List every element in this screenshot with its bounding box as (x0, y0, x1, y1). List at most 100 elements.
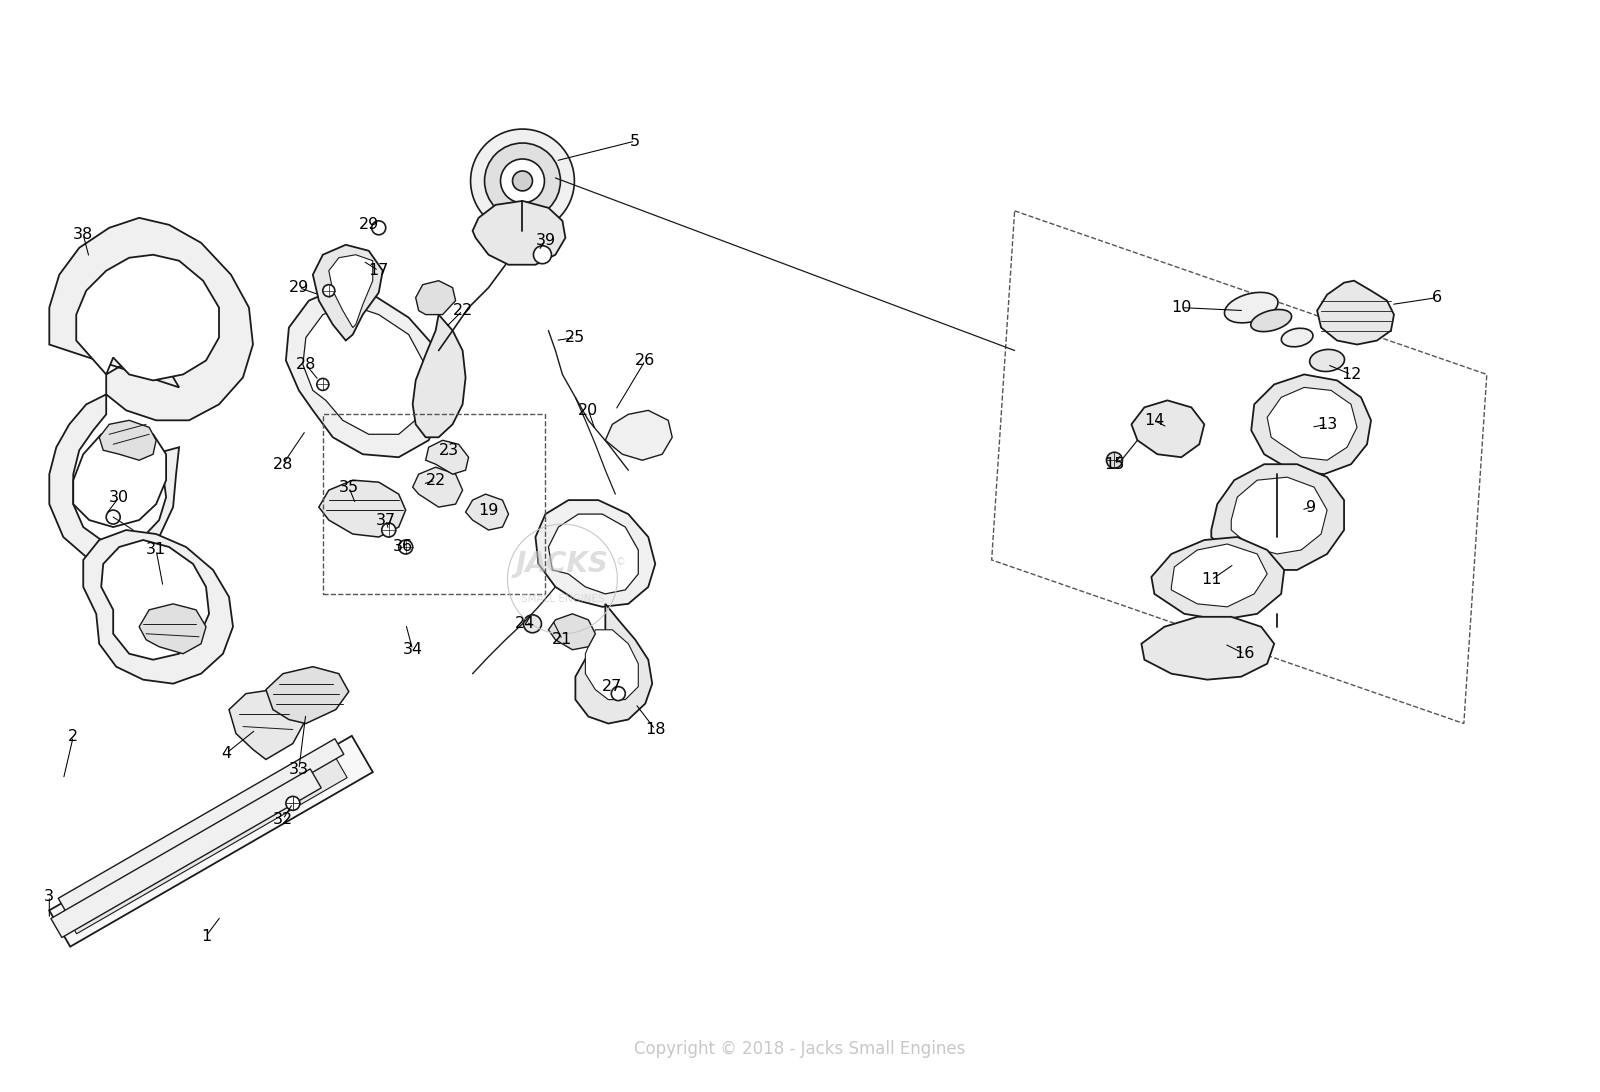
Text: 37: 37 (376, 512, 395, 527)
Text: 6: 6 (1432, 290, 1442, 305)
Polygon shape (50, 394, 179, 563)
Polygon shape (416, 281, 456, 314)
Circle shape (323, 285, 334, 297)
Polygon shape (1317, 281, 1394, 344)
Polygon shape (64, 756, 347, 934)
Text: 34: 34 (403, 642, 422, 657)
Polygon shape (1211, 464, 1344, 570)
Ellipse shape (1310, 349, 1344, 371)
Polygon shape (472, 201, 565, 264)
Text: 28: 28 (272, 456, 293, 472)
Text: 25: 25 (565, 330, 586, 345)
Text: JACKS: JACKS (515, 550, 610, 578)
Polygon shape (1267, 388, 1357, 460)
Polygon shape (58, 738, 344, 914)
Text: 26: 26 (635, 353, 656, 368)
Text: 39: 39 (536, 234, 555, 248)
Polygon shape (1251, 375, 1371, 474)
Polygon shape (426, 440, 469, 474)
Polygon shape (1171, 544, 1267, 607)
Text: 30: 30 (109, 489, 130, 505)
Ellipse shape (1251, 309, 1291, 332)
Polygon shape (1232, 477, 1326, 554)
Circle shape (382, 523, 395, 537)
Text: 20: 20 (578, 403, 598, 418)
Ellipse shape (1224, 293, 1278, 323)
Circle shape (611, 687, 626, 701)
Polygon shape (1131, 401, 1205, 458)
Circle shape (470, 129, 574, 233)
Text: 13: 13 (1317, 417, 1338, 431)
Text: 29: 29 (288, 281, 309, 295)
Circle shape (512, 171, 533, 191)
Text: 29: 29 (358, 217, 379, 233)
Polygon shape (77, 254, 219, 380)
Text: 2: 2 (69, 729, 78, 744)
Text: 15: 15 (1104, 456, 1125, 472)
Text: 10: 10 (1171, 300, 1192, 316)
Circle shape (106, 510, 120, 524)
Text: 36: 36 (392, 539, 413, 555)
Text: 18: 18 (645, 722, 666, 737)
Text: 33: 33 (290, 762, 309, 776)
Circle shape (523, 615, 541, 632)
Text: 14: 14 (1144, 413, 1165, 428)
Polygon shape (99, 420, 157, 460)
Circle shape (1107, 452, 1123, 468)
Circle shape (533, 246, 552, 264)
Text: 22: 22 (426, 473, 446, 488)
Text: 35: 35 (339, 479, 358, 495)
Text: 1: 1 (202, 928, 211, 943)
Text: ©: © (616, 557, 626, 567)
Text: 19: 19 (478, 502, 499, 518)
Circle shape (371, 221, 386, 235)
Text: 32: 32 (274, 811, 293, 827)
Text: 12: 12 (1341, 367, 1362, 382)
Ellipse shape (1282, 329, 1314, 347)
Circle shape (485, 143, 560, 218)
Polygon shape (50, 217, 253, 420)
Polygon shape (1141, 617, 1274, 679)
Text: SMALL ENGINES: SMALL ENGINES (520, 594, 605, 604)
Polygon shape (83, 530, 234, 684)
Polygon shape (330, 254, 373, 328)
Polygon shape (318, 480, 406, 537)
Text: 17: 17 (368, 263, 389, 278)
Polygon shape (229, 690, 306, 759)
Polygon shape (101, 541, 210, 660)
Polygon shape (413, 314, 466, 437)
Polygon shape (314, 245, 382, 341)
Circle shape (501, 159, 544, 203)
Text: 28: 28 (296, 357, 317, 372)
Polygon shape (549, 514, 638, 594)
Circle shape (286, 796, 299, 810)
Text: 24: 24 (515, 616, 536, 631)
Text: 21: 21 (552, 632, 573, 648)
Text: 11: 11 (1202, 572, 1221, 587)
Polygon shape (74, 427, 166, 527)
Polygon shape (586, 630, 638, 700)
Polygon shape (51, 769, 322, 938)
Polygon shape (605, 411, 672, 460)
Text: 23: 23 (438, 442, 459, 458)
Text: 9: 9 (1306, 500, 1317, 514)
Polygon shape (286, 287, 443, 458)
Polygon shape (536, 500, 656, 607)
Polygon shape (50, 736, 373, 947)
Polygon shape (1152, 537, 1285, 620)
Polygon shape (139, 604, 206, 654)
Text: 5: 5 (630, 133, 640, 149)
Bar (323, 414, 546, 594)
Text: 38: 38 (74, 227, 93, 242)
Text: 16: 16 (1234, 646, 1254, 662)
Text: Copyright © 2018 - Jacks Small Engines: Copyright © 2018 - Jacks Small Engines (634, 1040, 966, 1058)
Polygon shape (549, 614, 595, 650)
Polygon shape (266, 667, 349, 724)
Text: 3: 3 (45, 889, 54, 903)
Text: 22: 22 (453, 304, 472, 318)
Text: 4: 4 (221, 746, 230, 761)
Polygon shape (576, 604, 653, 724)
Polygon shape (466, 495, 509, 530)
Polygon shape (302, 305, 426, 435)
Circle shape (317, 379, 330, 391)
